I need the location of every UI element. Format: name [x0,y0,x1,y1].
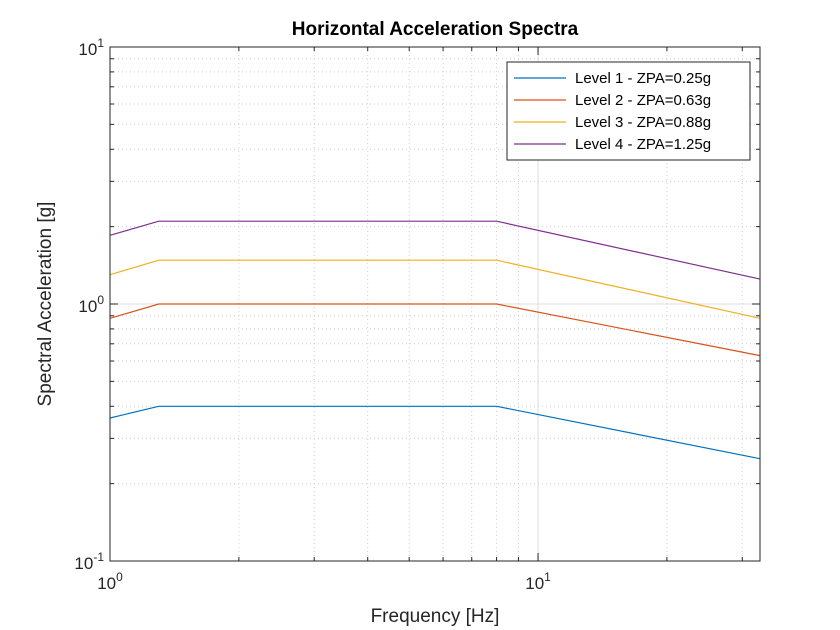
tick-marks [109,46,760,562]
chart-title: Horizontal Acceleration Spectra [292,19,579,40]
legend: Level 1 - ZPA=0.25g Level 2 - ZPA=0.63g Le… [506,61,751,161]
legend-label-level-3: Level 3 - ZPA=0.88g [575,114,711,131]
y-tick-label: 101 [78,36,104,59]
series-line-level-2 [109,303,761,357]
series-line-level-4 [109,220,761,280]
y-tick-label: 10-1 [74,550,104,573]
x-tick-label: 101 [525,570,551,593]
y-tick-label: 100 [78,293,104,316]
legend-label-level-1: Level 1 - ZPA=0.25g [575,70,711,87]
series-line-level-3 [109,259,761,319]
legend-label-level-4: Level 4 - ZPA=1.25g [575,136,711,153]
y-axis-label: Spectral Acceleration [g] [35,202,56,407]
series-layer [109,220,761,460]
x-tick-label: 100 [97,570,123,593]
series-line-level-1 [109,405,761,460]
legend-label-level-2: Level 2 - ZPA=0.63g [575,92,711,109]
x-axis-label: Frequency [Hz] [371,606,500,627]
y-tick-labels: 10-1 100 101 [74,36,104,573]
x-tick-labels: 100 101 [97,570,551,593]
